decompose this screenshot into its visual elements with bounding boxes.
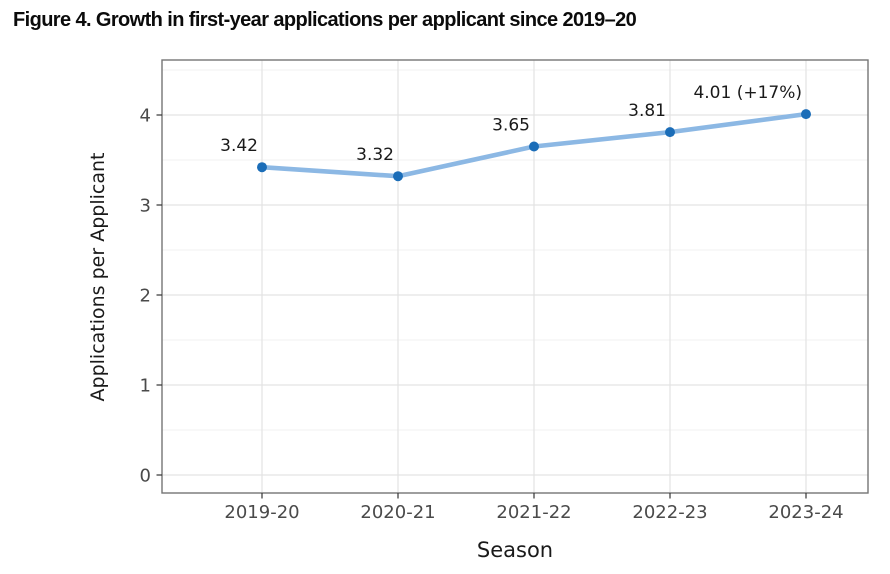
y-axis-title: Applications per Applicant [87,153,109,402]
x-tick-label: 2023-24 [768,502,843,523]
gridlines [162,60,868,493]
x-axis-title: Season [477,538,553,562]
y-tick-label: 3 [140,196,151,217]
data-point-label: 3.42 [220,136,258,156]
data-point-label: 3.32 [356,145,394,165]
panel-background [162,60,868,493]
data-point-label: 3.81 [628,101,666,121]
y-tick-label: 1 [140,376,151,397]
y-tick-label: 4 [140,106,151,127]
data-point [257,162,267,173]
axes: 0 1 2 3 4 2019-20 2020-21 2021-22 2022-23 2023-24 [140,59,869,523]
x-tick-label: 2020-21 [360,502,435,523]
figure-title: Figure 4. Growth in first-year applicati… [13,9,637,31]
data-point-label: 3.65 [492,116,530,136]
y-tick-label: 0 [140,466,151,487]
data-series: 3.42 3.32 3.65 3.81 4.01 (+17%) [220,83,811,182]
x-tick-label: 2021-22 [496,502,571,523]
panel-border [161,59,869,494]
data-point [393,171,403,182]
data-point [801,109,811,120]
data-point [529,141,539,152]
data-point [665,127,675,138]
data-point-label: 4.01 (+17%) [693,83,802,103]
x-tick-label: 2022-23 [632,502,707,523]
y-tick-label: 2 [140,286,151,307]
x-tick-label: 2019-20 [224,502,299,523]
